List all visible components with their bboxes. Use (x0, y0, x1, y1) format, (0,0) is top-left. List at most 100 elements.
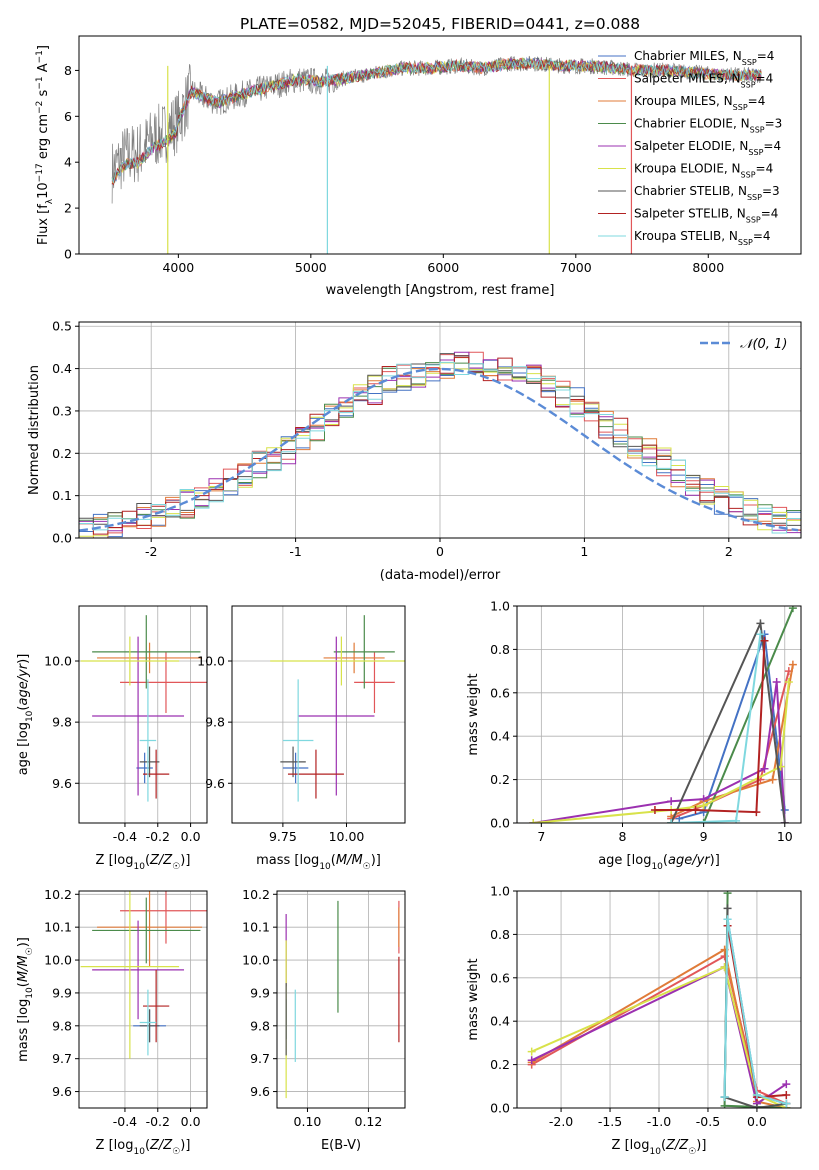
y-tick-label: 0.2 (490, 1057, 510, 1072)
mass-weight-marker (760, 764, 769, 773)
legend-entry: Kroupa STELIB, NSSP=4 (634, 229, 771, 247)
mass-weight-marker (667, 797, 676, 806)
plot-area-spectrum (111, 55, 762, 254)
mass-weight-marker (691, 805, 700, 814)
x-axis-label: wavelength [Angstrom, rest frame] (326, 283, 555, 298)
label-part: ☉ (172, 862, 180, 872)
label-part: 10 (133, 862, 145, 872)
label-part: −1 (35, 50, 45, 63)
mass-weight-marker (782, 1090, 791, 1099)
axes-frame (231, 605, 406, 824)
y-tick-label: 10.1 (44, 920, 72, 935)
legend-subscript: SSP (747, 193, 762, 202)
label-part: Z/Z (665, 1138, 689, 1153)
label-part: age/yr (668, 853, 711, 868)
x-axis-label: (data-model)/error (380, 568, 501, 583)
panel-mass-weight-vs-Z: -2.0 -1.5 -1.0 -0.5 0.0 0.0 0.2 0.4 0.6 0.8 1.0 Z [… (466, 884, 802, 1157)
legend-label: Chabrier ELODIE, N (634, 117, 750, 131)
plot-area-mass-vs-EBV (285, 900, 400, 1099)
y-tick-label: 0.5 (52, 319, 72, 334)
x-tick-label: 6000 (427, 260, 459, 275)
mass-weight-marker (752, 1104, 761, 1108)
mass-weight-marker (723, 904, 732, 913)
panel-age-vs-Z: -0.4 -0.2 0.09.69.810.0Z [log10(Z/Z☉)]age … (16, 605, 208, 872)
y-tick-label: 0.8 (490, 642, 510, 657)
mass-weight-marker (527, 1056, 536, 1065)
legend-label: Kroupa MILES, N (634, 94, 733, 108)
y-tick-label: 0.0 (52, 531, 72, 546)
label-part: ( (16, 706, 31, 711)
label-part: ☉ (688, 1147, 696, 1157)
x-tick-label: 9.75 (269, 829, 297, 844)
x-tick-label: -2 (145, 544, 157, 559)
y-tick-label: 0.0 (490, 816, 510, 831)
label-part: Z/Z (149, 1138, 173, 1153)
mass-weight-marker (720, 1101, 729, 1108)
legend-subscript: SSP (750, 125, 765, 134)
x-tick-label: 0 (436, 544, 444, 559)
axes-frame (78, 35, 802, 255)
legend-subscript: SSP (746, 215, 761, 224)
mass-weight-marker (784, 677, 793, 686)
label-part: E(B-V) (321, 1138, 361, 1153)
x-tick-label: -1.5 (598, 1114, 622, 1129)
label-part: s (36, 89, 51, 100)
mass-weight-marker (756, 630, 765, 639)
panel-spectrum: 4000 5000 6000 7000 8000 0 2 4 6 8 wavelength [Ang… (35, 35, 802, 298)
mass-weight-marker (529, 819, 538, 823)
label-part: −1 (35, 76, 45, 89)
mass-weight-line (670, 664, 794, 818)
x-tick-label: 10 (777, 829, 793, 844)
legend-value: =4 (763, 139, 781, 153)
label-part: ☉ (172, 1147, 180, 1157)
legend-value: =3 (765, 117, 783, 131)
label-part: Z [log (612, 1138, 650, 1153)
legend-value: =4 (756, 72, 774, 86)
mass-weight-marker (527, 1047, 536, 1056)
mass-weight-line (533, 681, 786, 823)
label-part: erg cm (36, 114, 51, 163)
x-axis-label: Z [log10(Z/Z☉)] (96, 853, 191, 872)
label-part: −17 (35, 163, 45, 182)
y-tick-label: 10.0 (44, 654, 72, 669)
x-tick-label: -0.4 (113, 1114, 137, 1129)
legend-entry: Chabrier ELODIE, NSSP=3 (634, 117, 782, 135)
mass-weight-marker (752, 808, 761, 817)
x-axis-label: Z [log10(Z/Z☉)] (612, 1138, 707, 1157)
y-tick-label: 0.1 (52, 488, 72, 503)
y-tick-label: 9.9 (250, 985, 270, 1000)
mass-weight-line (723, 919, 787, 1105)
figure-title: PLATE=0582, MJD=52045, FIBERID=0441, z=0… (240, 15, 640, 33)
legend-subscript: SSP (738, 238, 753, 247)
label-part: mass [log (256, 853, 319, 868)
x-axis-label: Z [log10(Z/Z☉)] (96, 1138, 191, 1157)
label-part: ( (16, 982, 31, 987)
label-part: )] (180, 853, 190, 868)
x-tick-label: 2 (725, 544, 733, 559)
label-part: ( (145, 853, 150, 868)
legend-value: =4 (753, 229, 771, 243)
mass-weight-marker (768, 775, 777, 784)
y-tick-label: 0.0 (490, 1101, 510, 1116)
axes-frame (276, 890, 406, 1109)
label-part: 10 (651, 862, 663, 872)
mass-weight-marker (752, 1090, 761, 1099)
label-part: )] (16, 654, 31, 664)
y-tick-label: 0.4 (490, 1014, 510, 1029)
y-tick-label: 9.7 (250, 1051, 270, 1066)
x-tick-label: 4000 (162, 260, 194, 275)
plot-area-age-vs-Z (80, 615, 207, 802)
mass-weight-marker (699, 801, 708, 810)
y-tick-label: 0.8 (490, 927, 510, 942)
label-part: 10 (649, 1147, 661, 1157)
y-tick-label: 10.2 (242, 887, 270, 902)
legend-label: Salpeter STELIB, N (634, 207, 746, 221)
legend-value: =4 (756, 162, 774, 176)
label-part: 10 (319, 862, 331, 872)
plot-area-residual-histogram (79, 351, 801, 538)
legend-entry: Chabrier STELIB, NSSP=3 (634, 184, 780, 202)
label-part: Z [log (96, 1138, 134, 1153)
legend-entry: Chabrier MILES, NSSP=4 (634, 49, 774, 67)
y-tick-label: 0.6 (490, 685, 510, 700)
y-axis-label: mass [log10(M/M☉)] (16, 937, 35, 1062)
